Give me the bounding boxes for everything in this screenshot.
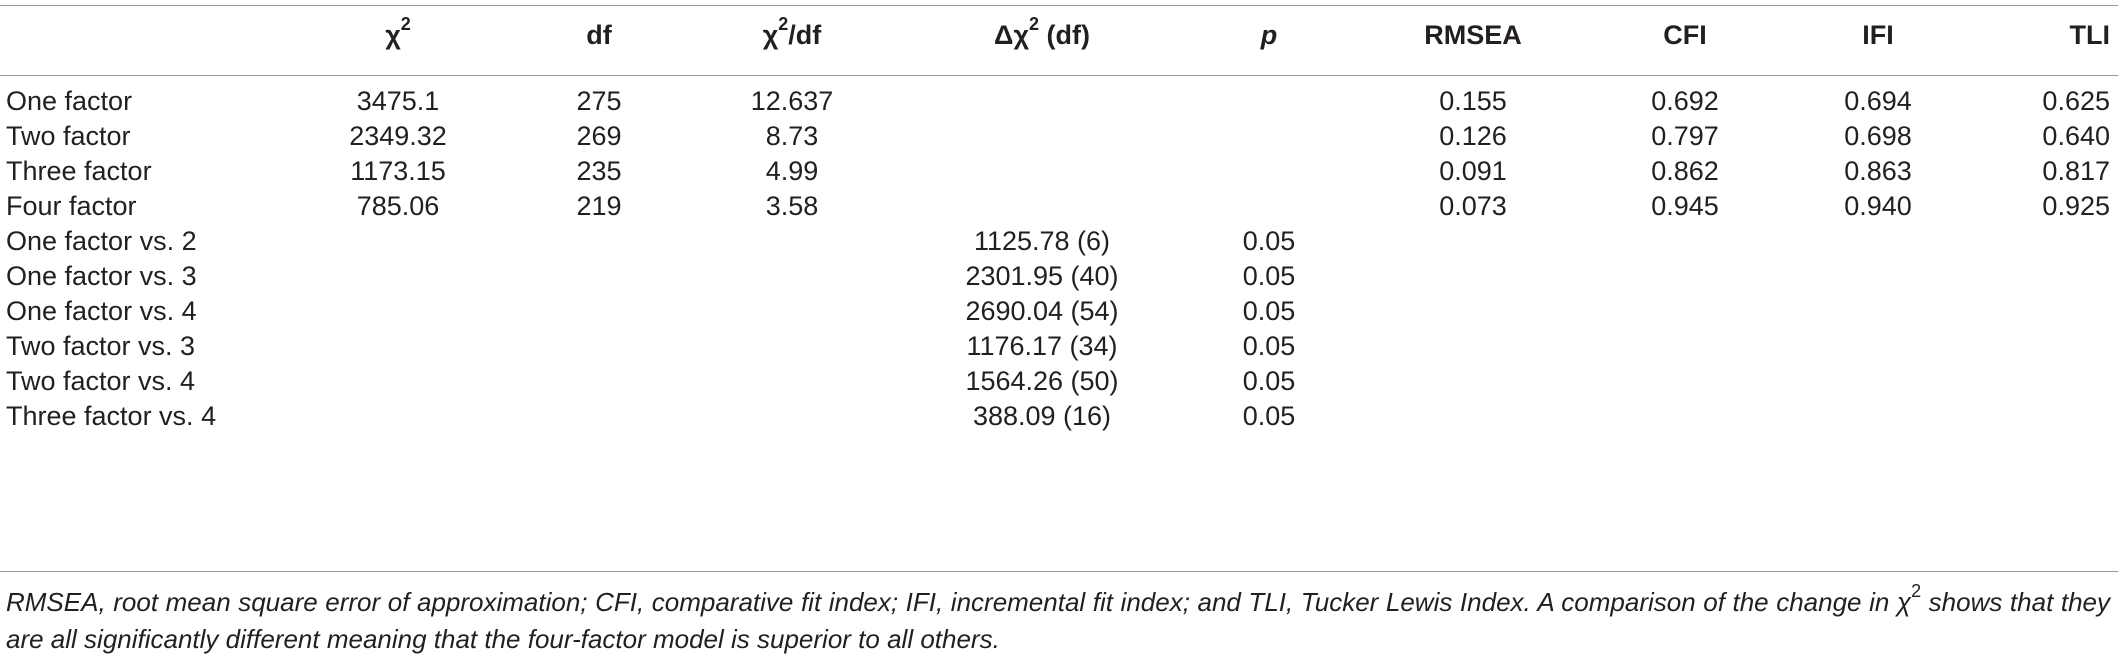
cell-df: 269	[576, 121, 622, 151]
cell-delta: 1125.78 (6)	[973, 226, 1111, 256]
cell-label: One factor vs. 3	[6, 261, 197, 291]
cell-rmsea: 0.073	[1439, 191, 1507, 221]
cell-p: 0.05	[1242, 331, 1296, 361]
cell-p: 0.05	[1242, 261, 1296, 291]
cell-ifi: 0.694	[1844, 86, 1912, 116]
cell-cfi: 0.692	[1651, 86, 1719, 116]
cell-cfi: 0.945	[1651, 191, 1719, 221]
cell-chi2df: 8.73	[765, 121, 819, 151]
table-header-row: χ2 df χ2/df Δχ2 (df) p RMSEA CFI IFI TLI	[0, 12, 2118, 59]
cell-label: Two factor vs. 4	[6, 366, 196, 396]
cell-label: Two factor	[6, 121, 131, 151]
header-chi2-per-df: χ2/df	[762, 14, 822, 50]
table-row: One factor vs. 4 2690.04 (54) 0.05	[0, 288, 2118, 335]
cell-rmsea: 0.091	[1439, 156, 1507, 186]
cell-chi2: 1173.15	[350, 156, 446, 186]
cell-cfi: 0.862	[1651, 156, 1719, 186]
cell-p: 0.05	[1242, 226, 1296, 256]
cell-chi2df: 12.637	[750, 86, 834, 116]
cell-label: Four factor	[6, 191, 137, 221]
cell-rmsea: 0.126	[1439, 121, 1507, 151]
header-ifi: IFI	[1862, 20, 1894, 50]
cell-delta: 2301.95 (40)	[965, 261, 1119, 291]
cell-label: One factor	[6, 86, 133, 116]
cell-p: 0.05	[1242, 401, 1296, 431]
cell-chi2: 2349.32	[349, 121, 447, 151]
cell-tli: 0.925	[2042, 191, 2110, 221]
cell-label: Three factor vs. 4	[6, 401, 217, 431]
header-tli: TLI	[2069, 20, 2111, 50]
cell-rmsea: 0.155	[1439, 86, 1507, 116]
cell-df: 235	[576, 156, 622, 186]
cell-tli: 0.817	[2042, 156, 2110, 186]
table-row: Four factor 785.06 219 3.58 0.073 0.945 0.940 0…	[0, 183, 2118, 230]
cell-delta: 1176.17 (34)	[966, 331, 1118, 361]
cell-chi2: 785.06	[356, 191, 440, 221]
table-top-rule	[0, 5, 2118, 6]
table-row: Three factor vs. 4 388.09 (16) 0.05	[0, 393, 2118, 440]
cell-tli: 0.625	[2042, 86, 2110, 116]
table-row: Two factor vs. 4 1564.26 (50) 0.05	[0, 358, 2118, 405]
header-p: p	[1260, 20, 1278, 50]
cell-chi2: 3475.1	[356, 86, 440, 116]
cell-df: 219	[576, 191, 622, 221]
cell-ifi: 0.698	[1844, 121, 1912, 151]
header-rmsea: RMSEA	[1424, 20, 1522, 50]
cell-tli: 0.640	[2042, 121, 2110, 151]
table-row: One factor 3475.1 275 12.637 0.155 0.692 0.694…	[0, 78, 2118, 125]
header-df: df	[586, 20, 612, 50]
table-row: Two factor vs. 3 1176.17 (34) 0.05	[0, 323, 2118, 370]
header-delta-chi2: Δχ2 (df)	[994, 14, 1090, 50]
cell-label: Two factor vs. 3	[6, 331, 196, 361]
cell-label: One factor vs. 4	[6, 296, 197, 326]
cell-delta: 388.09 (16)	[972, 401, 1112, 431]
table-row: Three factor 1173.15 235 4.99 0.091 0.862 0.86…	[0, 148, 2118, 195]
cell-label: Three factor	[6, 156, 152, 186]
cell-cfi: 0.797	[1651, 121, 1719, 151]
cell-chi2df: 3.58	[765, 191, 819, 221]
cell-chi2df: 4.99	[765, 156, 819, 186]
cell-ifi: 0.863	[1844, 156, 1912, 186]
cell-p: 0.05	[1242, 366, 1296, 396]
cell-delta: 1564.26 (50)	[965, 366, 1119, 396]
table-bottom-rule	[0, 571, 2118, 572]
cell-df: 275	[576, 86, 622, 116]
cell-delta: 2690.04 (54)	[965, 296, 1119, 326]
cell-ifi: 0.940	[1844, 191, 1912, 221]
table-header-rule	[0, 75, 2118, 76]
header-cfi: CFI	[1663, 20, 1707, 50]
table-row: Two factor 2349.32 269 8.73 0.126 0.797 0.698 0…	[0, 113, 2118, 160]
header-chi2: χ2	[385, 14, 411, 50]
table-footnote: RMSEA, root mean square error of approxi…	[6, 581, 2110, 654]
table-row: One factor vs. 3 2301.95 (40) 0.05	[0, 253, 2118, 300]
table-row: One factor vs. 2 1125.78 (6) 0.05	[0, 218, 2118, 265]
cell-label: One factor vs. 2	[6, 226, 197, 256]
cell-p: 0.05	[1242, 296, 1296, 326]
